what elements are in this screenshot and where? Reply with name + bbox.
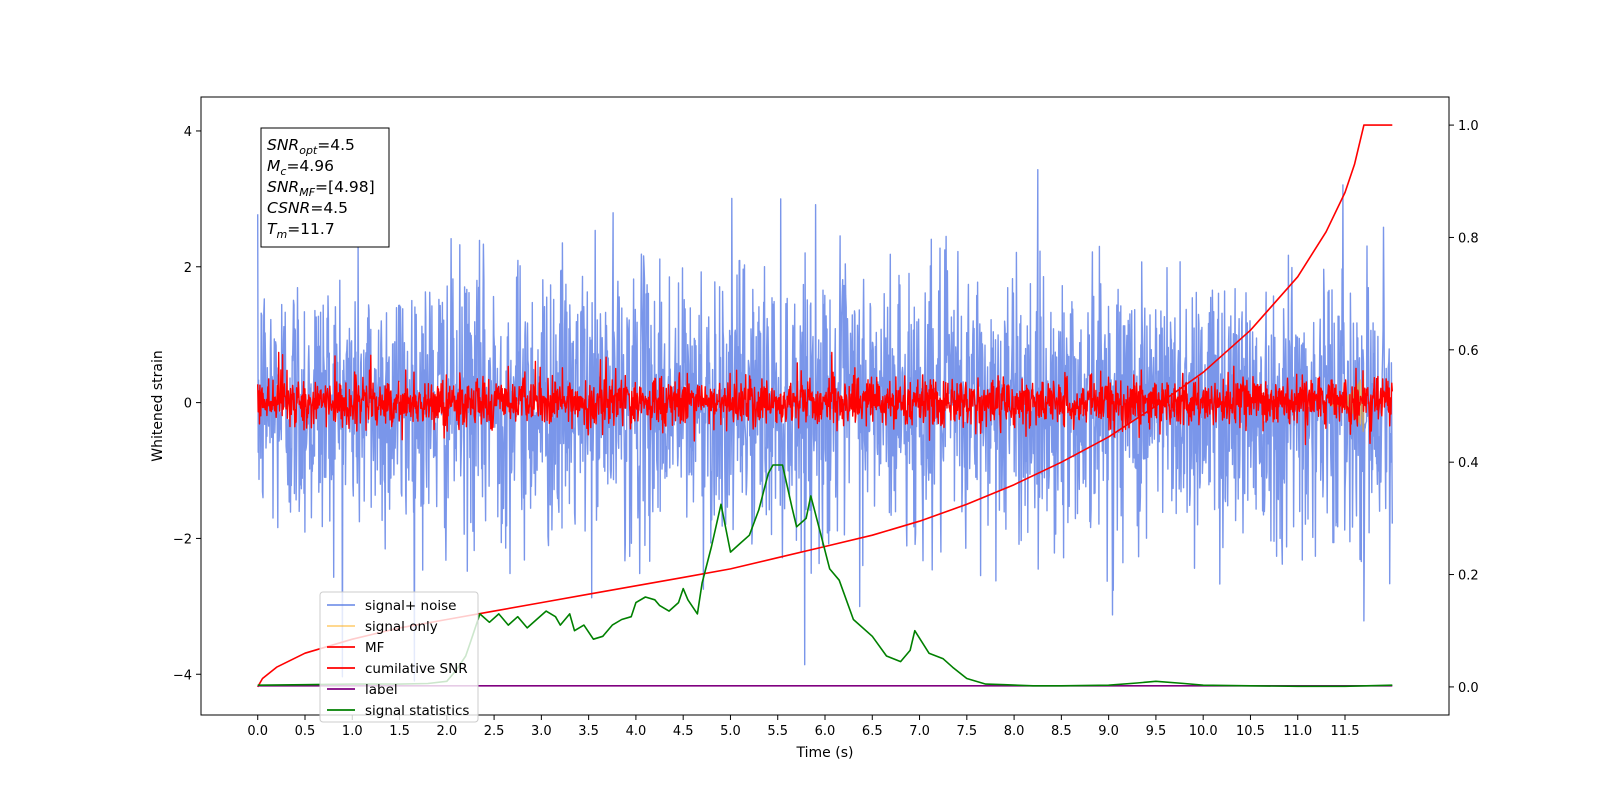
x-tick-label: 0.5 xyxy=(295,724,316,739)
x-tick-label: 7.5 xyxy=(956,724,977,739)
stats-symbol: SNR xyxy=(267,136,299,154)
stats-line: SNRMF=[4.98] xyxy=(267,178,375,199)
stats-line: Mc=4.96 xyxy=(267,157,334,178)
legend-label: signal+ noise xyxy=(365,598,456,614)
stats-value: =4.96 xyxy=(286,157,334,175)
y2-tick-label: 1.0 xyxy=(1458,119,1479,134)
stats-box: SNRopt=4.5Mc=4.96SNRMF=[4.98]CSNR=4.5Tm=… xyxy=(260,127,390,248)
stats-symbol: SNR xyxy=(267,178,299,196)
y2-tick-label: 0.2 xyxy=(1458,569,1479,584)
stats-value: =[4.98] xyxy=(315,178,375,196)
stats-value: =11.7 xyxy=(287,220,335,238)
x-tick-label: 3.0 xyxy=(531,724,552,739)
y-tick-label: 2 xyxy=(184,261,192,276)
y-axis-label: Whitened strain xyxy=(150,350,166,461)
x-tick-label: 8.5 xyxy=(1051,724,1072,739)
x-axis-label: Time (s) xyxy=(796,745,854,761)
y2-tick-label: 0.0 xyxy=(1458,681,1479,696)
legend-label: label xyxy=(365,682,398,698)
series-signal-statistics xyxy=(257,464,1393,688)
x-tick-label: 1.0 xyxy=(342,724,363,739)
legend: signal+ noise signal only MF cumilative SNR… xyxy=(319,591,479,723)
stats-box-frame xyxy=(260,127,390,248)
stats-line: Tm=11.7 xyxy=(267,220,335,241)
stats-subscript: MF xyxy=(299,186,315,199)
stats-symbol: T xyxy=(267,220,278,238)
x-tick-label: 6.5 xyxy=(862,724,883,739)
y2-tick-label: 0.4 xyxy=(1458,456,1479,471)
x-tick-label: 2.0 xyxy=(436,724,457,739)
x-tick-label: 11.0 xyxy=(1283,724,1312,739)
x-tick-label: 4.0 xyxy=(626,724,647,739)
series-mf xyxy=(257,351,1393,446)
stats-symbol: CSNR xyxy=(267,199,310,217)
y-tick-label: 4 xyxy=(184,125,192,140)
x-tick-label: 2.5 xyxy=(484,724,505,739)
y2-tick-label: 0.8 xyxy=(1458,231,1479,246)
x-tick-label: 5.5 xyxy=(767,724,788,739)
legend-frame xyxy=(319,591,479,723)
legend-label: MF xyxy=(365,640,384,656)
x-tick-label: 9.5 xyxy=(1146,724,1167,739)
x-tick-label: 4.5 xyxy=(673,724,694,739)
x-tick-label: 11.5 xyxy=(1331,724,1360,739)
stats-value: =4.5 xyxy=(317,136,355,154)
y-axis-left: 4 2 0 −2 −4 xyxy=(173,125,201,683)
stats-subscript: opt xyxy=(299,144,318,157)
stats-subscript: m xyxy=(276,228,287,241)
x-tick-label: 9.0 xyxy=(1098,724,1119,739)
stats-subscript: c xyxy=(280,165,286,178)
y-tick-label: 0 xyxy=(184,397,192,412)
x-tick-label: 1.5 xyxy=(389,724,410,739)
stats-line: SNRopt=4.5 xyxy=(267,136,355,157)
x-tick-label: 8.0 xyxy=(1004,724,1025,739)
legend-label: signal statistics xyxy=(365,703,469,719)
x-tick-label: 10.5 xyxy=(1236,724,1265,739)
y-axis-right: 1.0 0.8 0.6 0.4 0.2 0.0 xyxy=(1449,119,1479,696)
x-tick-label: 3.5 xyxy=(578,724,599,739)
x-axis: 0.0 0.5 1.0 1.5 2.0 2.5 3.0 3.5 4.0 4.5 5.0 5.5 6.0 6… xyxy=(247,715,1359,739)
stats-line: CSNR=4.5 xyxy=(267,199,348,217)
stats-symbol: M xyxy=(267,157,280,175)
y-tick-label: −2 xyxy=(173,532,192,547)
x-tick-label: 0.0 xyxy=(247,724,268,739)
legend-label: cumilative SNR xyxy=(365,661,468,677)
y2-tick-label: 0.6 xyxy=(1458,344,1479,359)
stats-value: =4.5 xyxy=(310,199,348,217)
legend-label: signal only xyxy=(365,619,438,635)
y-tick-label: −4 xyxy=(173,668,192,683)
x-tick-label: 5.0 xyxy=(720,724,741,739)
x-tick-label: 7.0 xyxy=(909,724,930,739)
x-tick-label: 6.0 xyxy=(815,724,836,739)
x-tick-label: 10.0 xyxy=(1189,724,1218,739)
